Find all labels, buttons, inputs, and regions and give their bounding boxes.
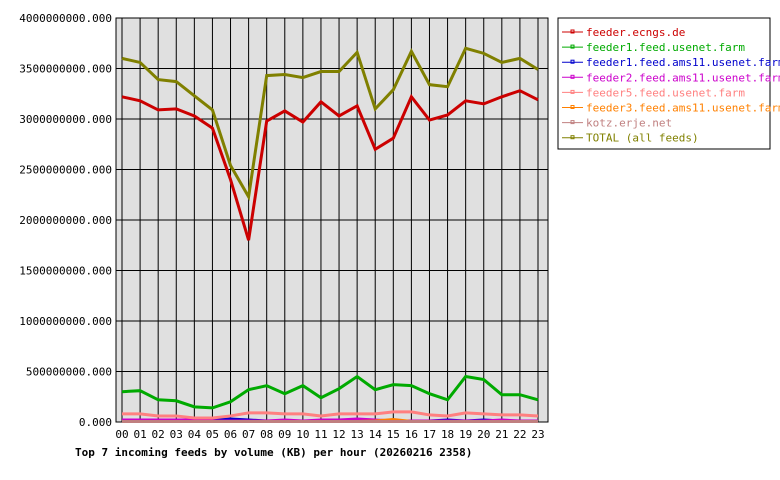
x-tick-label: 23 bbox=[531, 428, 544, 441]
x-tick-label: 17 bbox=[423, 428, 436, 441]
y-tick-label: 3000000000.000 bbox=[19, 113, 112, 126]
x-tick-label: 21 bbox=[495, 428, 508, 441]
series-line bbox=[121, 46, 539, 202]
y-tick-label: 2500000000.000 bbox=[19, 164, 112, 177]
legend-marker bbox=[570, 59, 575, 64]
x-tick-label: 05 bbox=[206, 428, 219, 441]
legend-box bbox=[557, 17, 771, 150]
series-line bbox=[121, 374, 539, 410]
x-tick-label: 20 bbox=[477, 428, 490, 441]
x-tick-label: 06 bbox=[224, 428, 237, 441]
legend-marker bbox=[570, 105, 575, 109]
legend-label: TOTAL (all feeds) bbox=[586, 132, 699, 145]
x-tick-label: 10 bbox=[296, 428, 309, 441]
series-line bbox=[121, 89, 539, 241]
y-tick-label: 1500000000.000 bbox=[19, 265, 112, 278]
legend-label: feeder2.feed.ams11.usenet.farm bbox=[586, 71, 780, 84]
legend-marker bbox=[570, 89, 575, 94]
x-tick-label: 08 bbox=[260, 428, 273, 441]
chart-title: Top 7 incoming feeds by volume (KB) per … bbox=[75, 446, 472, 459]
y-tick-label: 0.000 bbox=[79, 416, 112, 429]
legend-marker bbox=[570, 44, 575, 49]
x-tick-label: 01 bbox=[133, 428, 146, 441]
legend-label: kotz.erje.net bbox=[586, 117, 672, 130]
y-tick-label: 500000000.000 bbox=[26, 366, 112, 379]
legend-label: feeder3.feed.ams11.usenet.farm bbox=[586, 102, 780, 115]
legend-marker bbox=[570, 135, 575, 140]
legend-label: feeder5.feed.usenet.farm bbox=[586, 86, 745, 99]
y-tick-label: 4000000000.000 bbox=[19, 12, 112, 25]
y-tick-label: 1000000000.000 bbox=[19, 315, 112, 328]
legend-label: feeder1.feed.ams11.usenet.farm bbox=[586, 56, 780, 69]
x-tick-label: 09 bbox=[278, 428, 291, 441]
x-tick-label: 22 bbox=[513, 428, 526, 441]
y-tick-label: 2000000000.000 bbox=[19, 214, 112, 227]
x-tick-label: 00 bbox=[115, 428, 128, 441]
y-tick-label: 3500000000.000 bbox=[19, 63, 112, 76]
x-tick-label: 02 bbox=[152, 428, 165, 441]
x-tick-label: 03 bbox=[170, 428, 183, 441]
x-tick-label: 11 bbox=[314, 428, 327, 441]
legend-marker bbox=[570, 29, 575, 34]
x-tick-label: 14 bbox=[369, 428, 383, 441]
x-tick-label: 16 bbox=[405, 428, 418, 441]
x-tick-label: 07 bbox=[242, 428, 255, 441]
legend-marker bbox=[570, 120, 575, 125]
x-tick-label: 13 bbox=[351, 428, 364, 441]
x-tick-label: 18 bbox=[441, 428, 454, 441]
legend-marker bbox=[570, 74, 575, 79]
legend-label: feeder1.feed.usenet.farm bbox=[586, 41, 745, 54]
x-tick-label: 04 bbox=[188, 428, 202, 441]
legend-label: feeder.ecngs.de bbox=[586, 26, 685, 39]
x-tick-label: 19 bbox=[459, 428, 472, 441]
x-tick-label: 12 bbox=[332, 428, 345, 441]
x-tick-label: 15 bbox=[387, 428, 400, 441]
series-line bbox=[122, 410, 539, 420]
